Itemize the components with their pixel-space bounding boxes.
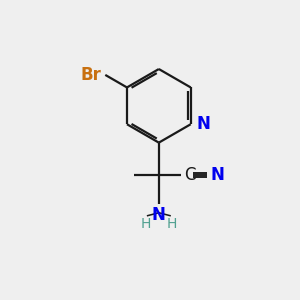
Text: C: C [184,166,196,184]
Text: N: N [152,206,166,224]
Text: H: H [140,217,151,231]
Text: Br: Br [81,66,102,84]
Text: N: N [211,166,224,184]
Text: H: H [167,217,177,231]
Text: N: N [196,115,210,133]
